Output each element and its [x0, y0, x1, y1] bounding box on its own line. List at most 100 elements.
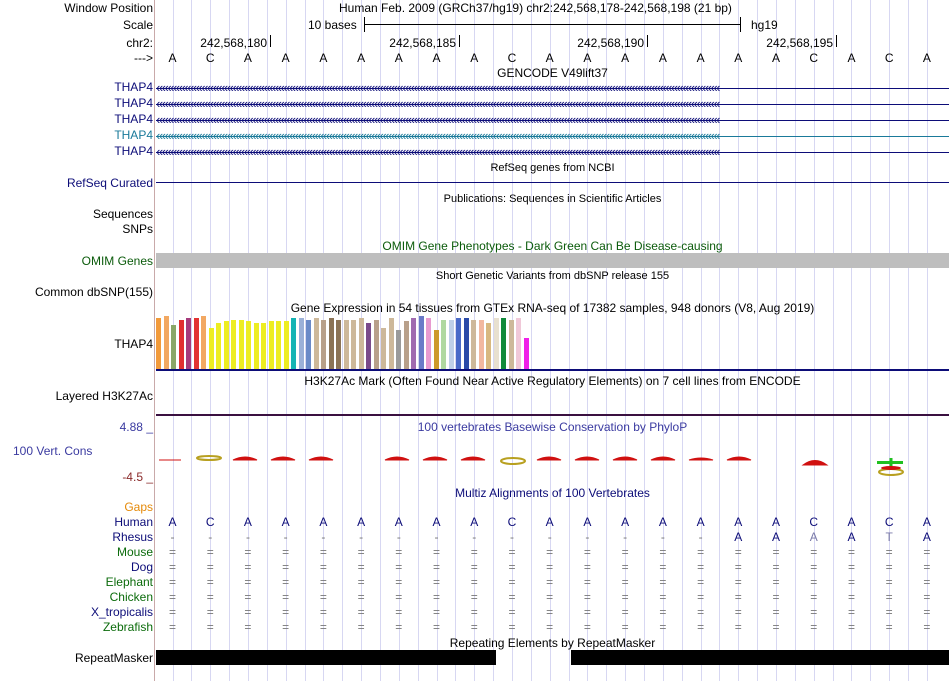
gtex-tissue-bar[interactable]: [448, 320, 454, 369]
gtex-tissue-bar[interactable]: [328, 318, 334, 369]
gtex-tissue-bar[interactable]: [373, 320, 379, 369]
gtex-tissue-bar[interactable]: [171, 324, 176, 369]
gtex-tissue-bar[interactable]: [471, 320, 476, 369]
gencode-gene-label[interactable]: THAP4: [114, 128, 153, 142]
gtex-gene-label[interactable]: THAP4: [114, 337, 153, 351]
gtex-tissue-bar[interactable]: [298, 318, 304, 369]
gtex-tissue-bar[interactable]: [403, 321, 409, 369]
gtex-tissue-bar[interactable]: [418, 315, 424, 369]
grid-line: [587, 0, 589, 681]
gtex-tissue-bar[interactable]: [253, 322, 259, 369]
gtex-tissue-bar[interactable]: [396, 329, 401, 369]
grid-line: [813, 0, 815, 681]
gtex-tissue-bar[interactable]: [493, 318, 499, 369]
cons-label[interactable]: 100 Vert. Cons: [13, 444, 93, 458]
gtex-tissue-bar[interactable]: [201, 315, 206, 369]
gtex-tissue-bar[interactable]: [156, 318, 161, 369]
h3k27ac-label[interactable]: Layered H3K27Ac: [55, 389, 153, 403]
gtex-tissue-bar[interactable]: [351, 320, 356, 369]
omim-label[interactable]: OMIM Genes: [81, 254, 153, 268]
gtex-tissue-bar[interactable]: [283, 321, 289, 369]
gtex-tissue-bar[interactable]: [433, 329, 439, 369]
gencode-gene-label[interactable]: THAP4: [114, 80, 153, 94]
species-label-x_tropicalis[interactable]: X_tropicalis: [90, 605, 153, 619]
gtex-tissue-bar[interactable]: [366, 322, 371, 369]
gtex-tissue-bar[interactable]: [313, 318, 319, 369]
gencode-title[interactable]: GENCODE V49lift37: [497, 66, 608, 80]
gtex-tissue-bar[interactable]: [508, 320, 514, 369]
repeatmasker-label[interactable]: RepeatMasker: [74, 651, 153, 665]
dbsnp-title[interactable]: Short Genetic Variants from dbSNP releas…: [435, 270, 670, 282]
gtex-tissue-bar[interactable]: [336, 320, 341, 369]
repeatmasker-title[interactable]: Repeating Elements by RepeatMasker: [449, 636, 656, 650]
h3k27ac-title[interactable]: H3K27Ac Mark (Often Found Near Active Re…: [304, 374, 801, 388]
species-label-zebrafish[interactable]: Zebrafish: [102, 620, 153, 634]
gtex-tissue-bar[interactable]: [321, 320, 326, 369]
gtex-tissue-bar[interactable]: [486, 322, 491, 369]
refseq-title[interactable]: RefSeq genes from NCBI: [490, 162, 615, 174]
species-label-human[interactable]: Human: [114, 515, 153, 529]
sequences-label[interactable]: Sequences: [92, 207, 153, 221]
gtex-tissue-bar[interactable]: [411, 318, 416, 369]
gtex-tissue-bar[interactable]: [291, 318, 296, 369]
position-title[interactable]: Human Feb. 2009 (GRCh37/hg19) chr2:242,5…: [339, 1, 732, 15]
gtex-tissue-bar[interactable]: [478, 320, 484, 369]
repeat-element-1[interactable]: [156, 650, 496, 665]
gtex-tissue-bar[interactable]: [306, 320, 311, 369]
cons-title[interactable]: 100 vertebrates Basewise Conservation by…: [417, 420, 688, 434]
gtex-tissue-bar[interactable]: [268, 321, 274, 369]
publications-title[interactable]: Publications: Sequences in Scientific Ar…: [443, 193, 662, 205]
gtex-tissue-bar[interactable]: [381, 328, 386, 369]
gtex-tissue-bar[interactable]: [186, 318, 191, 369]
gtex-tissue-bar[interactable]: [523, 338, 529, 369]
gtex-tissue-bar[interactable]: [163, 315, 169, 369]
gencode-gene-label[interactable]: THAP4: [114, 144, 153, 158]
gtex-tissue-bar[interactable]: [463, 318, 469, 369]
multiz-title[interactable]: Multiz Alignments of 100 Vertebrates: [455, 486, 650, 500]
repeat-element-2[interactable]: [571, 650, 949, 665]
dbsnp-label[interactable]: Common dbSNP(155): [34, 285, 153, 299]
gtex-tissue-bar[interactable]: [261, 322, 266, 369]
gencode-gene-label[interactable]: THAP4: [114, 96, 153, 110]
gtex-tissue-bar[interactable]: [178, 320, 184, 369]
gtex-title[interactable]: Gene Expression in 54 tissues from GTEx …: [290, 301, 815, 315]
species-label-rhesus[interactable]: Rhesus: [112, 530, 153, 544]
gtex-tissue-bar[interactable]: [456, 318, 461, 369]
scale-label: Scale: [122, 18, 153, 32]
species-label-dog[interactable]: Dog: [130, 560, 153, 574]
omim-title[interactable]: OMIM Gene Phenotypes - Dark Green Can Be…: [382, 239, 723, 253]
gtex-gene-line: [156, 369, 949, 371]
gtex-tissue-bar[interactable]: [343, 320, 349, 369]
gtex-tissue-bar[interactable]: [516, 318, 521, 369]
alignment-base: =: [697, 545, 705, 559]
gaps-label[interactable]: Gaps: [124, 500, 153, 514]
gtex-tissue-bar[interactable]: [276, 321, 281, 369]
gtex-tissue-bar[interactable]: [441, 320, 446, 369]
gtex-tissue-bar[interactable]: [193, 318, 199, 369]
gtex-tissue-bar[interactable]: [388, 318, 394, 369]
gtex-bar-chart[interactable]: [156, 315, 536, 369]
gtex-tissue-bar[interactable]: [231, 320, 236, 369]
refseq-label[interactable]: RefSeq Curated: [66, 176, 153, 190]
grid-line: [191, 0, 193, 681]
cons-plot[interactable]: [155, 440, 950, 480]
gtex-tissue-bar[interactable]: [246, 321, 251, 369]
grid-line: [568, 0, 570, 681]
base-letter: A: [922, 51, 931, 65]
gtex-tissue-bar[interactable]: [223, 321, 229, 369]
gtex-tissue-bar[interactable]: [426, 318, 431, 369]
gtex-tissue-bar[interactable]: [358, 318, 364, 369]
gtex-tissue-bar[interactable]: [208, 328, 214, 369]
gtex-tissue-bar[interactable]: [216, 322, 221, 369]
refseq-gene-line[interactable]: [156, 182, 949, 183]
gencode-gene-label[interactable]: THAP4: [114, 112, 153, 126]
species-label-chicken[interactable]: Chicken: [109, 590, 153, 604]
omim-feature-bar[interactable]: [156, 253, 949, 268]
species-label-elephant[interactable]: Elephant: [105, 575, 153, 589]
gtex-tissue-bar[interactable]: [501, 318, 506, 369]
gencode-transcript-axis: [156, 136, 949, 137]
snps-label[interactable]: SNPs: [122, 222, 153, 236]
species-label-mouse[interactable]: Mouse: [116, 545, 153, 559]
gtex-tissue-bar[interactable]: [238, 320, 244, 369]
alignment-base: =: [395, 545, 403, 559]
